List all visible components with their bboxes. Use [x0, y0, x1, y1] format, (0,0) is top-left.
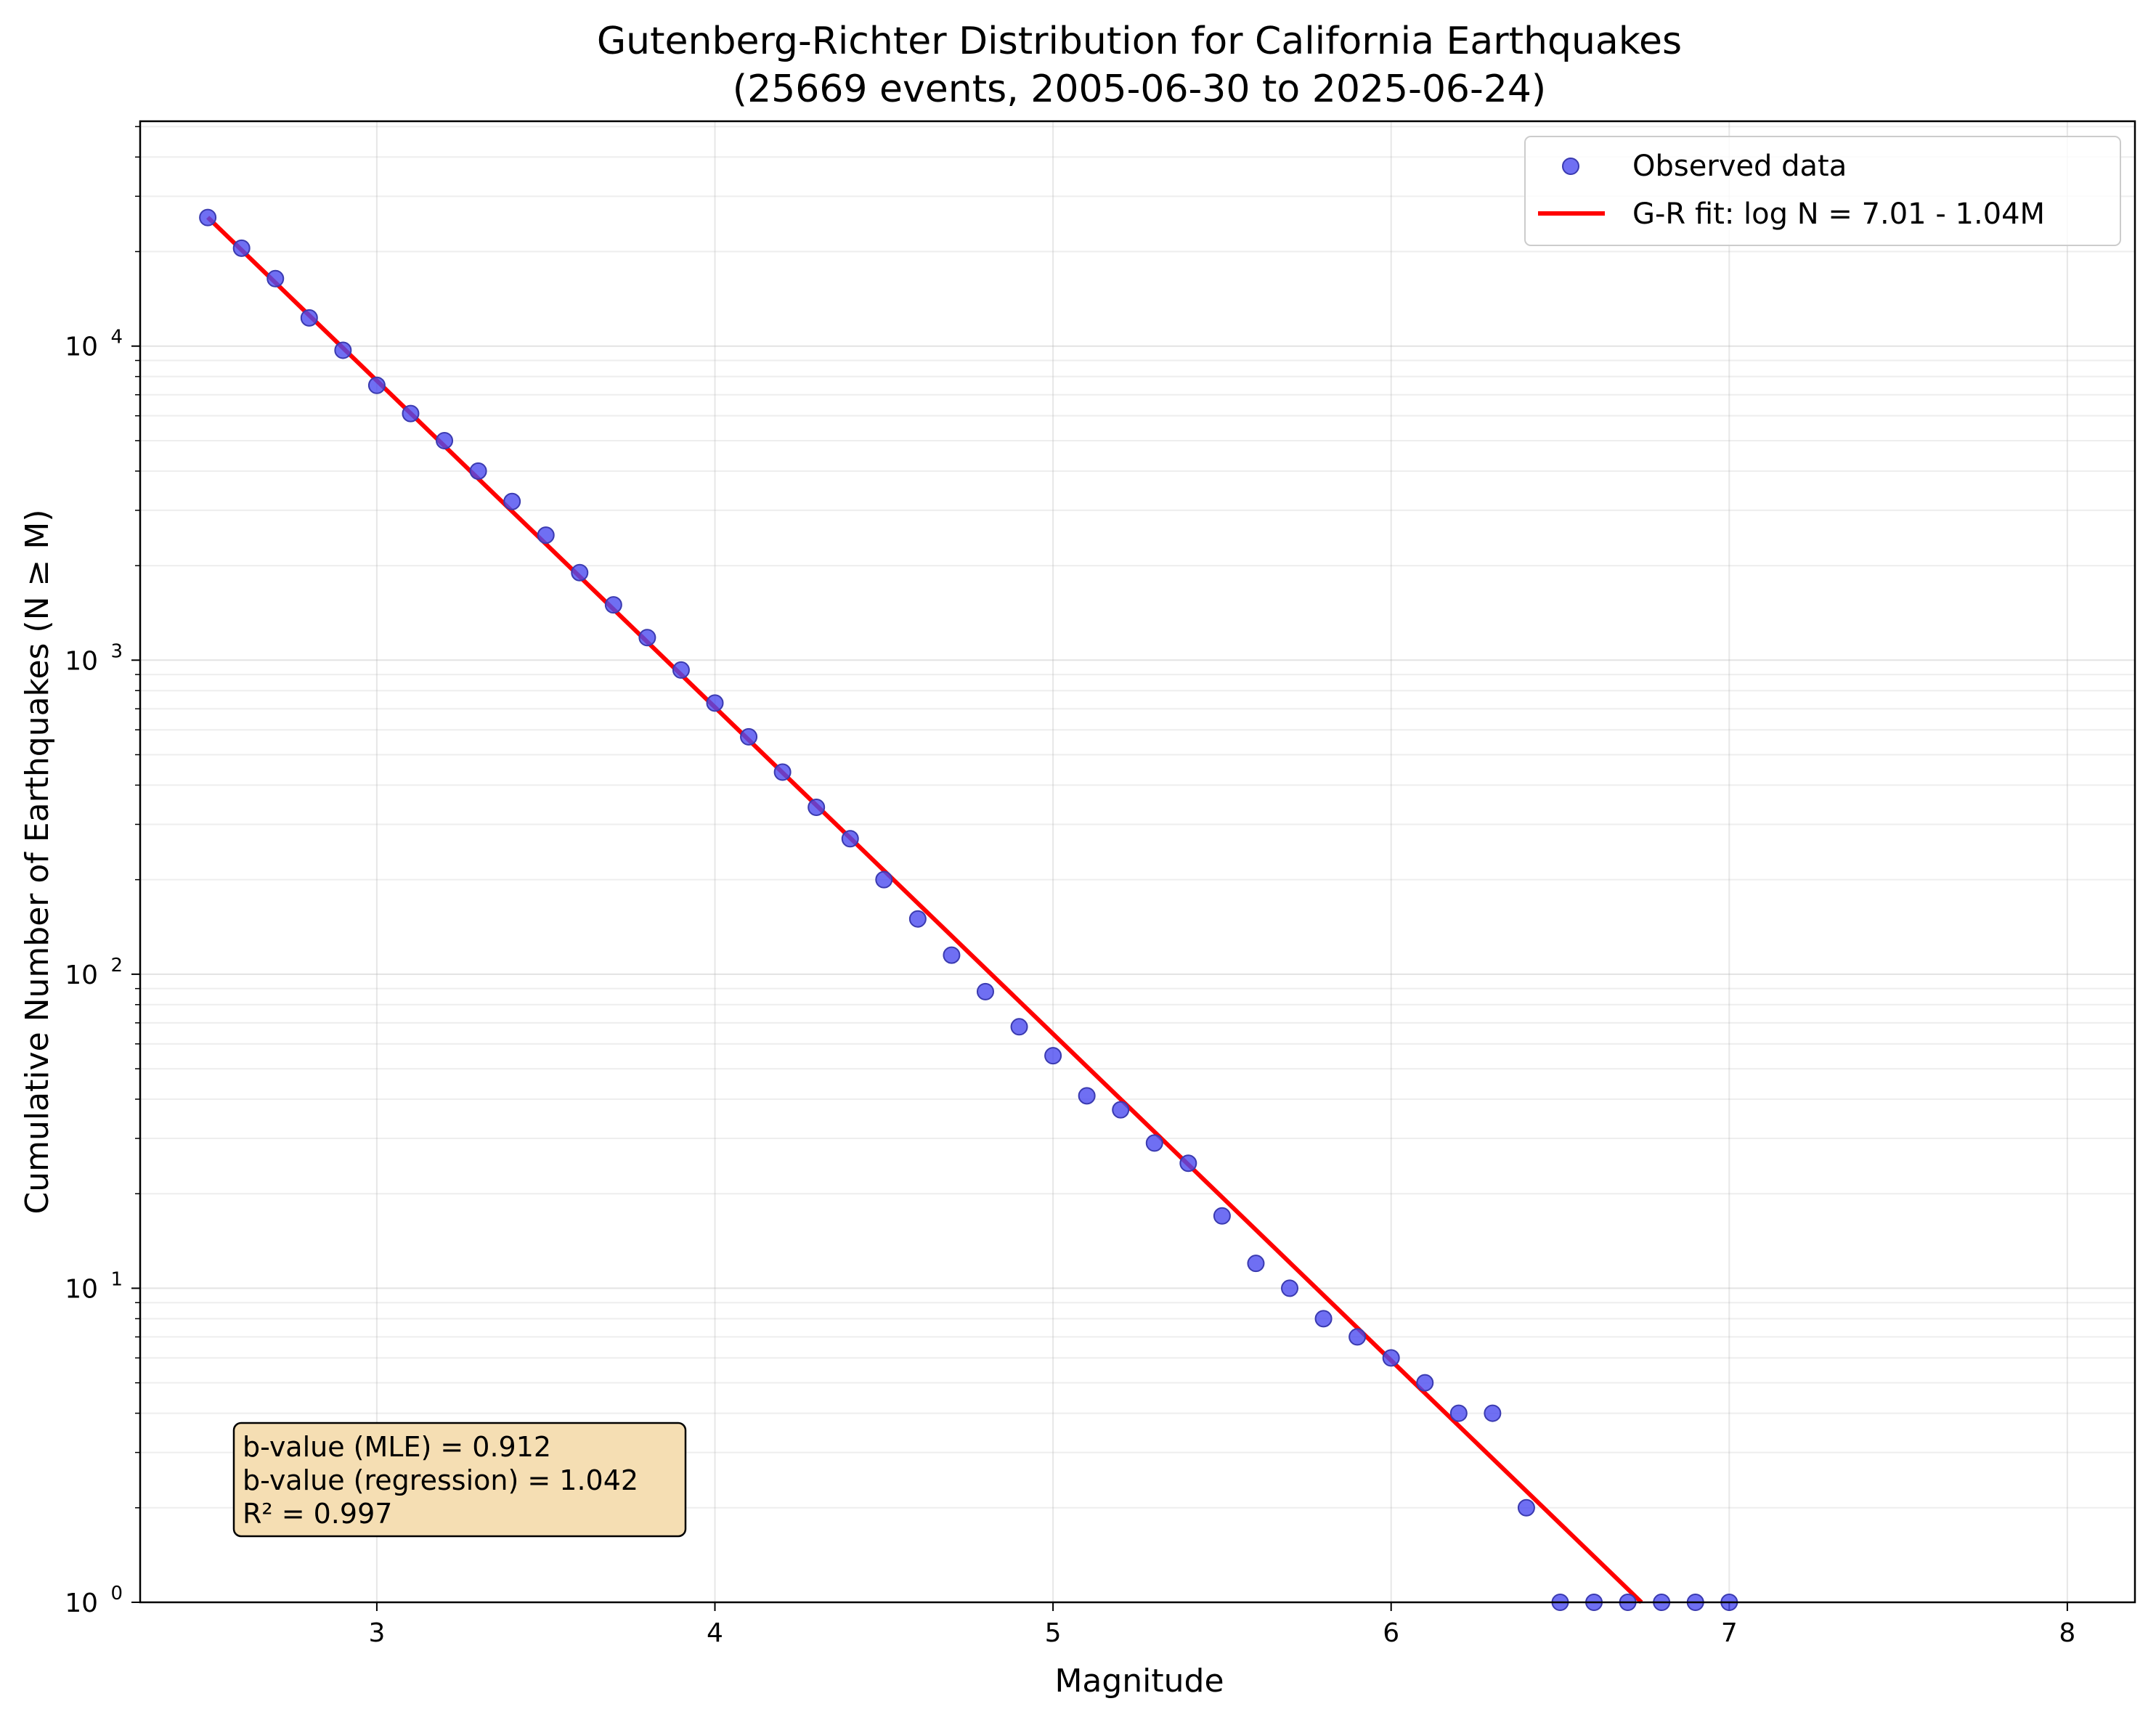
- y-tick-exponent: 4: [110, 327, 123, 348]
- data-point: [1044, 1047, 1062, 1065]
- y-tick-exponent: 2: [110, 955, 123, 976]
- x-tick-label: 8: [2059, 1618, 2075, 1648]
- stats-line-regression: b-value (regression) = 1.042: [243, 1464, 638, 1496]
- data-point: [841, 830, 859, 848]
- y-tick-exponent: 0: [110, 1583, 123, 1604]
- data-point: [1145, 1134, 1163, 1152]
- data-point: [638, 629, 656, 647]
- data-point: [740, 727, 758, 746]
- data-point: [773, 763, 792, 781]
- data-point: [367, 376, 386, 394]
- data-point: [1314, 1310, 1333, 1328]
- data-point: [808, 798, 826, 816]
- data-point: [1247, 1255, 1265, 1273]
- data-point: [503, 492, 521, 510]
- chart-title: Gutenberg-Richter Distribution for Calif…: [597, 20, 1682, 63]
- data-point: [1382, 1349, 1400, 1367]
- stats-box: [232, 1422, 687, 1538]
- plot-frame: [139, 120, 2136, 1604]
- y-tick-label: 10: [65, 333, 98, 362]
- data-point: [1517, 1498, 1535, 1517]
- data-point: [1010, 1018, 1028, 1036]
- legend-label-fit: G-R fit: log N = 7.01 - 1.04M: [1632, 197, 2045, 231]
- y-tick-exponent: 3: [110, 640, 123, 662]
- data-point: [1179, 1154, 1197, 1173]
- y-tick-exponent: 1: [110, 1268, 123, 1290]
- data-point: [436, 431, 454, 449]
- data-point: [943, 946, 961, 964]
- data-point: [232, 239, 251, 257]
- data-point: [571, 563, 589, 582]
- x-tick-label: 4: [707, 1618, 723, 1648]
- y-tick-label: 10: [65, 961, 98, 990]
- legend-box: [1524, 136, 2121, 246]
- x-tick-label: 7: [1721, 1618, 1738, 1648]
- data-point: [1416, 1374, 1434, 1392]
- data-point: [1112, 1101, 1130, 1119]
- data-point: [672, 661, 690, 679]
- data-point: [1449, 1404, 1468, 1422]
- y-axis-label: Cumulative Number of Earthquakes (N ≥ M): [19, 510, 56, 1215]
- data-point: [334, 341, 352, 359]
- stats-line-r2: R² = 0.997: [243, 1498, 392, 1530]
- data-point: [199, 208, 217, 227]
- data-point: [875, 870, 893, 889]
- stats-annotation: b-value (MLE) = 0.912 b-value (regressio…: [232, 1422, 687, 1538]
- data-point: [976, 982, 994, 1000]
- data-point: [300, 309, 318, 327]
- stats-line-mle: b-value (MLE) = 0.912: [243, 1431, 551, 1463]
- data-point: [1348, 1328, 1367, 1346]
- data-point: [604, 596, 622, 614]
- data-point: [1484, 1404, 1502, 1422]
- y-tick-label: 10: [65, 1274, 98, 1304]
- data-point: [402, 404, 420, 423]
- chart-subtitle: (25669 events, 2005-06-30 to 2025-06-24): [733, 68, 1546, 111]
- x-axis-label: Magnitude: [1054, 1663, 1224, 1700]
- legend: Observed data G-R fit: log N = 7.01 - 1.…: [1524, 136, 2121, 246]
- data-point: [1213, 1207, 1231, 1225]
- y-tick-label: 10: [65, 646, 98, 676]
- legend-label-observed: Observed data: [1632, 150, 1847, 183]
- legend-marker-observed: [1562, 158, 1579, 175]
- x-tick-label: 6: [1383, 1618, 1399, 1648]
- data-point: [1078, 1087, 1096, 1105]
- data-point: [537, 526, 555, 545]
- data-point: [706, 694, 724, 712]
- x-tick-label: 5: [1045, 1618, 1062, 1648]
- y-tick-label: 10: [65, 1589, 98, 1618]
- data-point: [1281, 1279, 1299, 1297]
- data-point: [469, 462, 487, 480]
- x-tick-label: 3: [368, 1618, 385, 1648]
- data-point: [267, 269, 285, 288]
- data-point: [908, 910, 927, 928]
- tick-layer: 3 4 5 6 7 8 10 0 10 1 10 2 10 3 10 4: [65, 126, 2075, 1648]
